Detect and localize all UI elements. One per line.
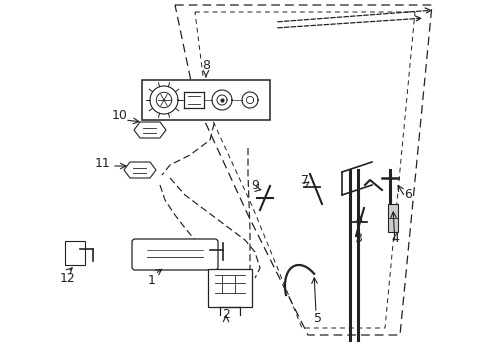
Text: 6: 6 [403, 188, 411, 201]
Text: 2: 2 [222, 309, 229, 321]
Text: 7: 7 [301, 174, 308, 186]
Text: 11: 11 [95, 157, 111, 170]
Text: 12: 12 [60, 271, 76, 284]
Text: 8: 8 [202, 59, 209, 72]
Text: 10: 10 [112, 108, 128, 122]
Polygon shape [134, 122, 165, 138]
Text: 5: 5 [313, 311, 321, 324]
Bar [387, 204, 397, 232]
FancyBboxPatch shape [132, 239, 218, 270]
Polygon shape [124, 162, 156, 178]
Text: 9: 9 [250, 179, 259, 192]
Bar [65, 241, 85, 265]
Text: 4: 4 [390, 231, 398, 244]
Text: 1: 1 [148, 274, 156, 287]
Bar [207, 269, 251, 307]
Bar [142, 80, 269, 120]
Text: 3: 3 [353, 231, 361, 244]
